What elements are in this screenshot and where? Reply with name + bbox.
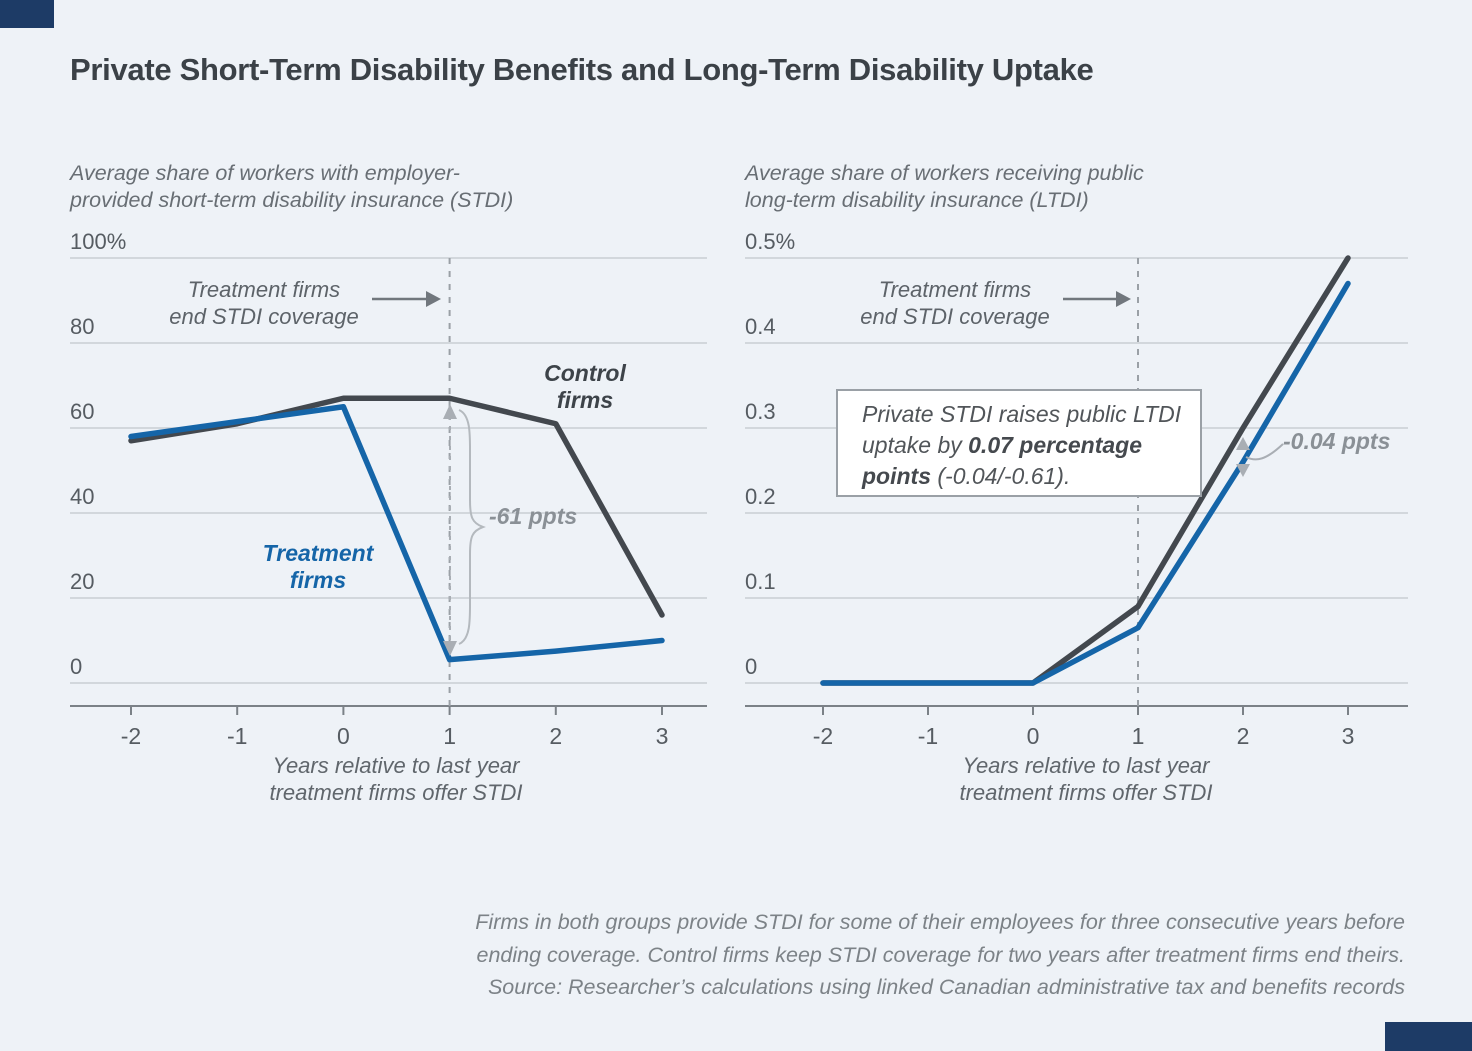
left-axis-subtitle-line1: Average share of workers with employer- (70, 161, 460, 185)
svg-text:0.3: 0.3 (745, 399, 776, 424)
corner-accent-bottom-right (1385, 1022, 1472, 1051)
left-chart-plot: 100% 80 60 40 20 0 -2 -1 0 1 2 3 (70, 229, 707, 749)
event-arrow-left-icon (372, 291, 441, 307)
svg-text:40: 40 (70, 484, 94, 509)
footer-line1: Firms in both groups provide STDI for so… (475, 910, 1405, 934)
svg-text:60: 60 (70, 399, 94, 424)
right-axis-subtitle-line2: long-term disability insurance (LTDI) (745, 188, 1089, 212)
event-annotation-left-line2: end STDI coverage (169, 304, 359, 329)
event-arrow-right-icon (1063, 291, 1131, 307)
event-annotation-right-line1: Treatment firms (878, 277, 1032, 302)
gap-label-left: -61 ppts (489, 503, 578, 529)
footer-line3: Source: Researcher’s calculations using … (487, 975, 1405, 999)
svg-text:0.5%: 0.5% (745, 229, 795, 254)
control-firms-label: Control firms (530, 360, 640, 414)
event-annotation-right: Treatment firms end STDI coverage (855, 276, 1055, 330)
treatment-firms-label: Treatment firms (256, 540, 380, 594)
callout-line2: uptake by 0.07 percentage (862, 432, 1143, 458)
left-xaxis-label-line1: Years relative to last year (272, 753, 520, 778)
event-annotation-right-line2: end STDI coverage (860, 304, 1050, 329)
svg-text:0: 0 (70, 654, 82, 679)
svg-text:0.1: 0.1 (745, 569, 776, 594)
left-axis-subtitle-line2: provided short-term disability insurance… (70, 188, 514, 212)
treatment-firms-label-line2: firms (289, 567, 347, 593)
svg-text:-1: -1 (227, 723, 247, 749)
gap-label-right: -0.04 ppts (1283, 428, 1391, 454)
footer-line2: ending coverage. Control firms keep STDI… (476, 942, 1405, 967)
svg-text:2: 2 (1237, 723, 1250, 749)
left-xaxis-label: Years relative to last year treatment fi… (246, 752, 546, 806)
gap-annotation-left-icon (443, 404, 486, 656)
right-xaxis-label-line2: treatment firms offer STDI (959, 780, 1213, 805)
event-annotation-left: Treatment firms end STDI coverage (164, 276, 364, 330)
treatment-firms-label-line1: Treatment (262, 540, 374, 566)
svg-text:-2: -2 (813, 723, 833, 749)
callout-box: Private STDI raises public LTDI uptake b… (836, 389, 1202, 497)
left-xaxis-label-line2: treatment firms offer STDI (269, 780, 523, 805)
control-firms-label-line2: firms (556, 387, 614, 413)
svg-text:-2: -2 (121, 723, 141, 749)
callout-line3: points (-0.04/-0.61). (862, 463, 1071, 489)
figure-title: Private Short-Term Disability Benefits a… (70, 52, 1094, 87)
right-axis-subtitle-line1: Average share of workers receiving publi… (745, 161, 1144, 185)
svg-text:-1: -1 (918, 723, 938, 749)
svg-text:3: 3 (1342, 723, 1355, 749)
svg-text:0.4: 0.4 (745, 314, 776, 339)
corner-accent-top-left (0, 0, 54, 28)
svg-text:100%: 100% (70, 229, 126, 254)
control-firms-label-line1: Control (544, 360, 626, 386)
svg-text:0: 0 (745, 654, 757, 679)
callout-line1: Private STDI raises public LTDI (862, 401, 1182, 427)
svg-text:80: 80 (70, 314, 94, 339)
gap-annotation-right-icon (1236, 437, 1284, 477)
svg-text:1: 1 (1132, 723, 1145, 749)
right-axis-subtitle: Average share of workers receiving publi… (745, 160, 1144, 214)
svg-text:3: 3 (656, 723, 669, 749)
svg-text:2: 2 (549, 723, 562, 749)
svg-text:0: 0 (1027, 723, 1040, 749)
svg-text:0: 0 (337, 723, 350, 749)
right-xaxis-label-line1: Years relative to last year (962, 753, 1210, 778)
svg-text:0.2: 0.2 (745, 484, 776, 509)
svg-text:20: 20 (70, 569, 94, 594)
right-xaxis-label: Years relative to last year treatment fi… (936, 752, 1236, 806)
left-axis-subtitle: Average share of workers with employer- … (70, 160, 513, 214)
svg-text:1: 1 (443, 723, 456, 749)
event-annotation-left-line1: Treatment firms (187, 277, 341, 302)
footer-note: Firms in both groups provide STDI for so… (305, 906, 1405, 1004)
